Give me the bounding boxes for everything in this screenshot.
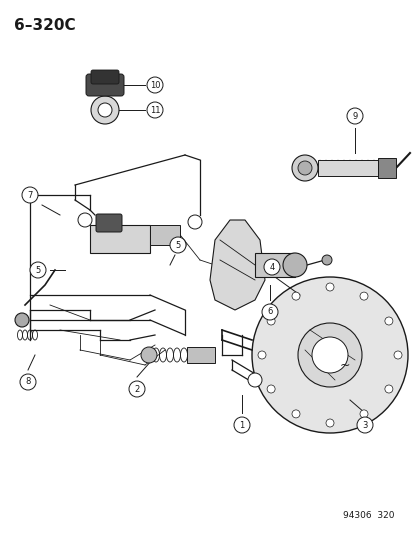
Circle shape <box>359 292 367 300</box>
Bar <box>377 158 395 178</box>
Polygon shape <box>209 220 264 310</box>
Circle shape <box>141 347 157 363</box>
Text: 2: 2 <box>134 384 139 393</box>
Circle shape <box>247 373 261 387</box>
FancyBboxPatch shape <box>96 214 122 232</box>
Circle shape <box>384 385 392 393</box>
Text: 8: 8 <box>25 377 31 386</box>
Circle shape <box>91 96 119 124</box>
Circle shape <box>311 337 347 373</box>
Circle shape <box>356 417 372 433</box>
Circle shape <box>147 102 163 118</box>
Circle shape <box>282 253 306 277</box>
Text: 3: 3 <box>361 421 367 430</box>
Circle shape <box>291 410 299 418</box>
Circle shape <box>325 283 333 291</box>
Circle shape <box>384 317 392 325</box>
Circle shape <box>263 259 279 275</box>
Circle shape <box>346 108 362 124</box>
Text: 11: 11 <box>150 106 160 115</box>
Circle shape <box>325 419 333 427</box>
Circle shape <box>266 385 275 393</box>
Text: 9: 9 <box>351 111 357 120</box>
Circle shape <box>173 239 185 251</box>
Bar <box>317 160 377 176</box>
Circle shape <box>291 292 299 300</box>
Bar <box>150 225 180 245</box>
Circle shape <box>147 77 163 93</box>
Circle shape <box>30 262 46 278</box>
Text: 6: 6 <box>267 308 272 317</box>
Text: 1: 1 <box>239 421 244 430</box>
Circle shape <box>297 161 311 175</box>
FancyBboxPatch shape <box>86 74 124 96</box>
FancyBboxPatch shape <box>91 70 119 84</box>
Bar <box>254 253 294 277</box>
Circle shape <box>393 351 401 359</box>
Text: 6–320C: 6–320C <box>14 18 76 33</box>
Text: 10: 10 <box>150 80 160 90</box>
Circle shape <box>261 304 277 320</box>
Circle shape <box>359 410 367 418</box>
Text: 94306  320: 94306 320 <box>343 511 394 520</box>
Text: ~: ~ <box>339 359 349 372</box>
Circle shape <box>233 417 249 433</box>
Circle shape <box>252 277 407 433</box>
Circle shape <box>129 381 145 397</box>
Text: 5: 5 <box>35 265 40 274</box>
Circle shape <box>15 313 29 327</box>
Text: 4: 4 <box>269 262 274 271</box>
Circle shape <box>22 187 38 203</box>
Circle shape <box>188 215 202 229</box>
Circle shape <box>78 213 92 227</box>
Bar <box>187 347 214 363</box>
Circle shape <box>257 351 266 359</box>
Circle shape <box>170 237 185 253</box>
Circle shape <box>321 255 331 265</box>
Text: 7: 7 <box>27 190 33 199</box>
Circle shape <box>20 374 36 390</box>
Circle shape <box>266 317 275 325</box>
Circle shape <box>291 155 317 181</box>
Text: 5: 5 <box>175 240 180 249</box>
Circle shape <box>98 103 112 117</box>
Bar <box>90 225 150 253</box>
Circle shape <box>297 323 361 387</box>
